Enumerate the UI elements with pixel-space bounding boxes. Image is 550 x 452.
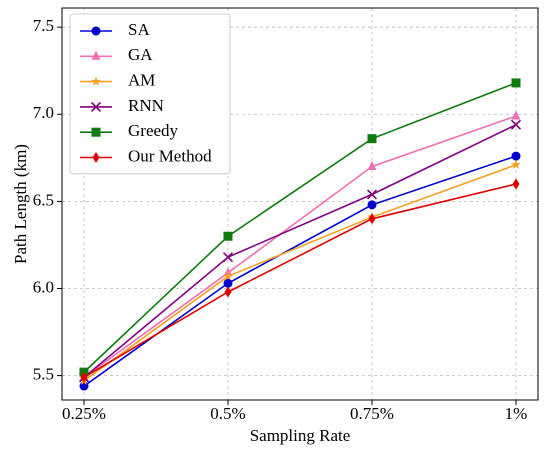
- marker: [92, 152, 100, 163]
- marker: [223, 231, 233, 241]
- x-tick-label: 0.75%: [350, 404, 394, 423]
- marker: [511, 151, 521, 161]
- x-tick-label: 0.5%: [210, 404, 245, 423]
- marker: [79, 381, 89, 391]
- marker: [90, 101, 102, 112]
- series-line: [83, 183, 517, 379]
- marker: [223, 278, 233, 288]
- y-tick-label: 7.0: [33, 103, 54, 122]
- marker: [224, 286, 232, 298]
- series-line: [83, 124, 517, 378]
- marker: [91, 26, 101, 36]
- y-tick-label: 6.5: [33, 190, 54, 209]
- legend-label: SA: [128, 20, 150, 39]
- marker: [91, 76, 101, 86]
- y-axis-label: Path Length (km): [11, 144, 30, 264]
- series-line: [83, 164, 517, 382]
- series-line: [83, 115, 517, 378]
- legend-label: AM: [128, 71, 155, 90]
- marker: [510, 119, 522, 130]
- y-tick-label: 6.0: [33, 277, 54, 296]
- series-line: [83, 155, 517, 387]
- y-tick-label: 5.5: [33, 365, 54, 384]
- marker: [367, 134, 377, 144]
- marker: [511, 110, 521, 120]
- marker: [366, 189, 378, 200]
- legend-label: RNN: [128, 96, 164, 115]
- x-axis-label: Sampling Rate: [250, 426, 351, 445]
- marker: [223, 271, 233, 281]
- plot-frame: [61, 7, 539, 401]
- marker: [222, 252, 234, 263]
- series-line: [83, 82, 517, 373]
- marker: [91, 127, 101, 137]
- marker: [368, 213, 376, 225]
- legend-label: GA: [128, 45, 153, 64]
- marker: [511, 159, 521, 169]
- marker: [91, 50, 101, 60]
- y-tick-label: 7.5: [33, 16, 54, 35]
- x-tick-label: 0.25%: [62, 404, 106, 423]
- marker: [512, 178, 520, 190]
- legend-label: Greedy: [128, 121, 179, 140]
- legend-box: [69, 13, 231, 175]
- marker: [511, 78, 521, 88]
- marker: [367, 161, 377, 171]
- legend-label: Our Method: [128, 146, 212, 165]
- marker: [80, 371, 88, 383]
- marker: [367, 200, 377, 210]
- x-tick-label: 1%: [505, 404, 528, 423]
